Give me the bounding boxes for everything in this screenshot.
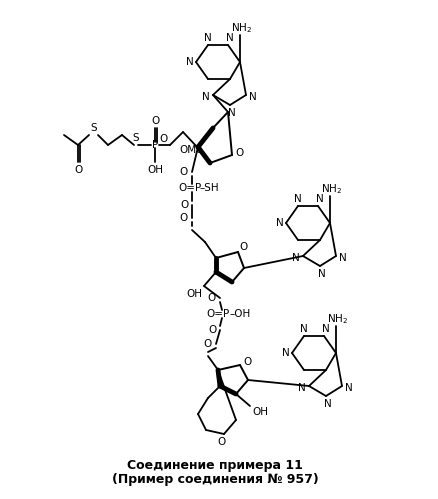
Text: N: N xyxy=(248,92,256,102)
Text: N: N xyxy=(226,33,233,43)
Text: OH: OH xyxy=(186,289,201,299)
Text: N: N xyxy=(228,108,235,118)
Text: N: N xyxy=(315,194,323,204)
Text: (Пример соединения № 957): (Пример соединения № 957) xyxy=(111,474,318,487)
Text: NH$_2$: NH$_2$ xyxy=(327,312,348,326)
Text: –OH: –OH xyxy=(230,309,251,319)
Text: N: N xyxy=(204,33,212,43)
Text: OH: OH xyxy=(147,165,162,175)
Text: N: N xyxy=(344,383,352,393)
Text: O: O xyxy=(208,325,217,335)
Text: O: O xyxy=(180,167,188,177)
Text: O: O xyxy=(159,134,168,144)
Text: NH$_2$: NH$_2$ xyxy=(231,21,252,35)
Text: Соединение примера 11: Соединение примера 11 xyxy=(127,459,302,472)
Text: O: O xyxy=(75,165,83,175)
Text: N: N xyxy=(323,399,331,409)
Text: N: N xyxy=(297,383,305,393)
Text: NH$_2$: NH$_2$ xyxy=(321,182,342,196)
Text: O=P: O=P xyxy=(205,309,229,319)
Text: N: N xyxy=(282,348,289,358)
Text: –SH: –SH xyxy=(200,183,219,193)
Text: OMe: OMe xyxy=(179,145,202,155)
Text: O: O xyxy=(244,357,251,367)
Text: O=P: O=P xyxy=(177,183,201,193)
Text: P: P xyxy=(152,140,158,150)
Text: N: N xyxy=(321,324,329,334)
Text: OH: OH xyxy=(251,407,267,417)
Text: O: O xyxy=(217,437,226,447)
Text: O: O xyxy=(239,242,247,252)
Text: N: N xyxy=(318,269,325,279)
Text: N: N xyxy=(338,253,346,263)
Text: N: N xyxy=(201,92,209,102)
Text: N: N xyxy=(293,194,301,204)
Text: O: O xyxy=(203,339,212,349)
Text: O: O xyxy=(152,116,160,126)
Text: N: N xyxy=(276,218,283,228)
Text: S: S xyxy=(132,133,139,143)
Text: O: O xyxy=(180,213,188,223)
Text: N: N xyxy=(300,324,307,334)
Text: O: O xyxy=(235,148,244,158)
Text: N: N xyxy=(291,253,299,263)
Text: N: N xyxy=(186,57,194,67)
Text: S: S xyxy=(91,123,97,133)
Text: O: O xyxy=(180,200,189,210)
Text: O: O xyxy=(208,293,215,303)
